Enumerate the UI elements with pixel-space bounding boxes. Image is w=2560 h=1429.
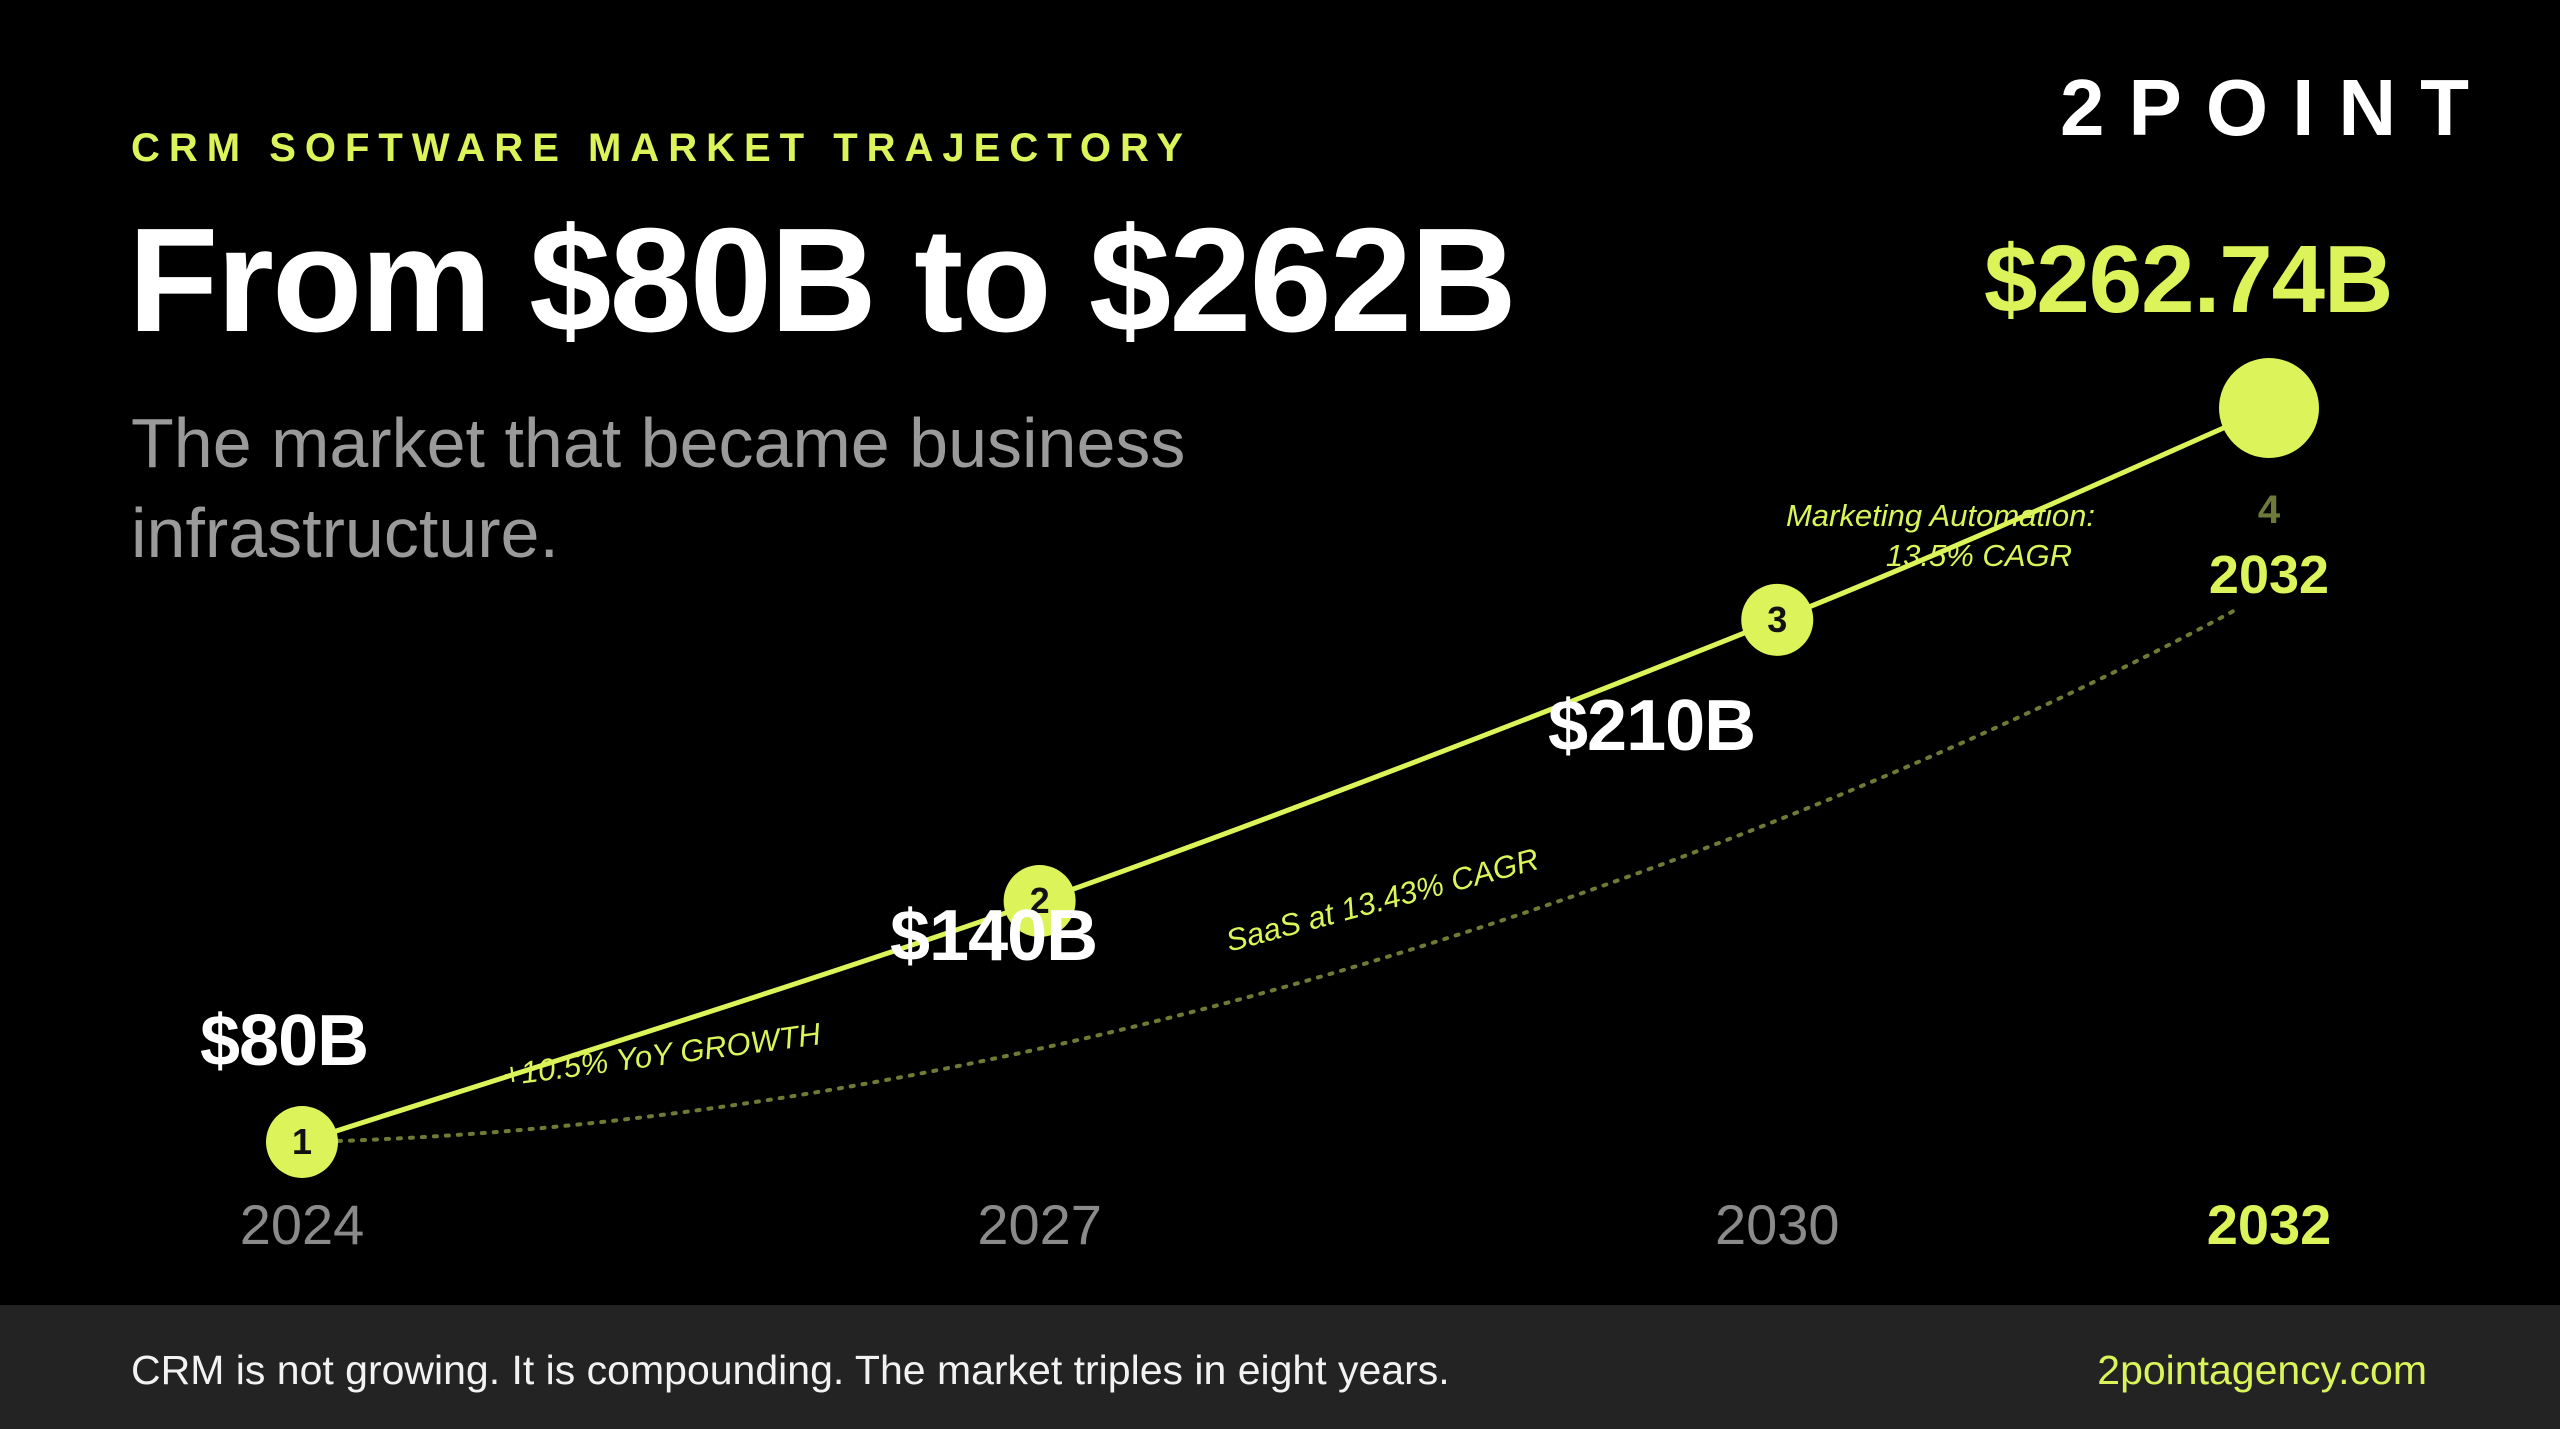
- footer-bar: CRM is not growing. It is compounding. T…: [0, 1305, 2560, 1429]
- footer-tagline: CRM is not growing. It is compounding. T…: [131, 1347, 1450, 1393]
- brand-logo: 2POINT: [2060, 63, 2493, 152]
- page-title: From $80B to $262B: [128, 198, 1517, 363]
- point-marker: [266, 1106, 338, 1178]
- step-number-label: 4: [2258, 488, 2281, 532]
- endpoint-marker: [2219, 358, 2319, 458]
- chart-eyebrow: CRM SOFTWARE MARKET TRAJECTORY: [131, 126, 1193, 170]
- point-marker: [1003, 865, 1076, 938]
- data-value-label: $210B: [1548, 686, 1755, 766]
- step-number-label: 2: [1030, 880, 1050, 921]
- step-number-label: 1: [292, 1121, 312, 1162]
- x-tick-label: 2032: [2207, 1193, 2332, 1256]
- data-value-label: $262.74B: [1984, 226, 2392, 333]
- step-number-label: 3: [1767, 599, 1787, 640]
- endpoint-year-label: 2032: [2209, 545, 2329, 605]
- annotation-label: 13.5% CAGR: [1886, 538, 2072, 573]
- x-tick-label: 2030: [1715, 1193, 1840, 1256]
- page-subtitle: The market that became business infrastr…: [131, 404, 1186, 572]
- x-tick-label: 2027: [977, 1193, 1102, 1256]
- annotation-label: Marketing Automation:: [1786, 498, 2095, 533]
- trend-dotted-line: [300, 606, 2241, 1144]
- data-value-label: $80B: [200, 1001, 368, 1081]
- footer-site-link[interactable]: 2pointagency.com: [2097, 1347, 2427, 1393]
- point-marker: [1741, 583, 1814, 656]
- x-tick-label: 2024: [240, 1193, 365, 1256]
- annotation-label: SaaS at 13.43% CAGR: [1222, 841, 1542, 958]
- series-line: [299, 405, 2272, 1145]
- data-value-label: $140B: [890, 896, 1097, 976]
